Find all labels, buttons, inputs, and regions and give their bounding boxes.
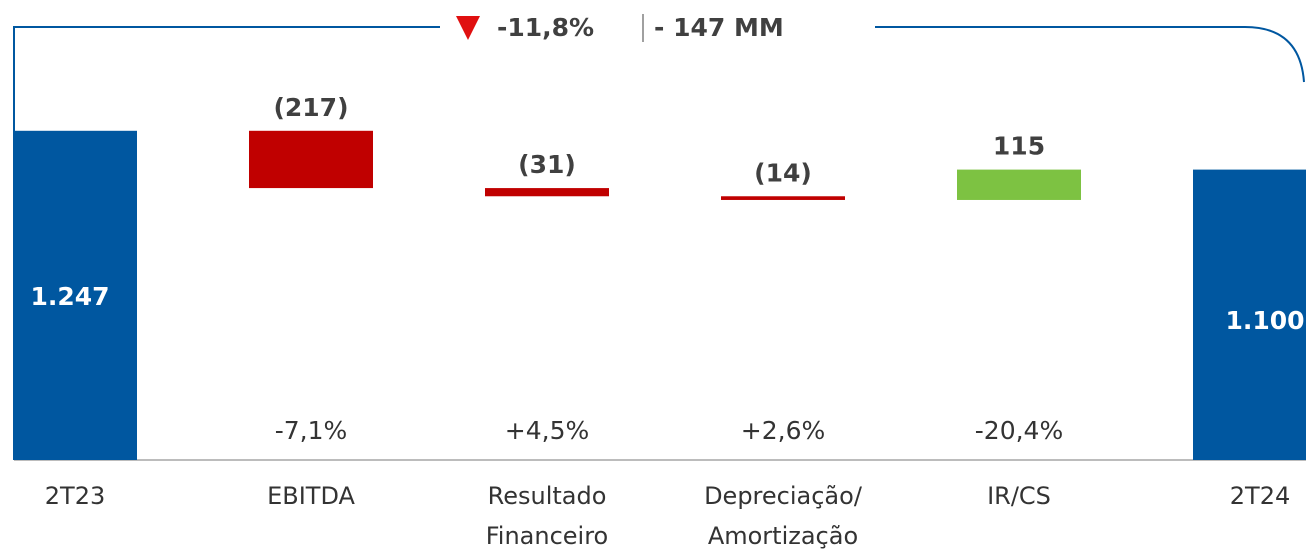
percent-label: -7,1% xyxy=(275,416,348,445)
down-arrow xyxy=(456,16,480,40)
value-label: (14) xyxy=(754,158,812,187)
x-tick-label: Financeiro xyxy=(486,522,609,550)
value-label: 1.100 xyxy=(1225,306,1304,335)
value-label: (217) xyxy=(273,93,348,122)
percent-label: -20,4% xyxy=(975,416,1063,445)
x-tick-label: Depreciação/ xyxy=(704,482,863,510)
x-tick-label: Amortização xyxy=(708,522,858,550)
bar xyxy=(13,130,137,461)
value-label: 1.247 xyxy=(30,282,109,311)
bracket xyxy=(13,26,1305,131)
change-value: - 147 MM xyxy=(654,13,784,42)
bar xyxy=(1193,169,1306,460)
x-tick-label: IR/CS xyxy=(987,482,1051,510)
bar xyxy=(249,130,373,189)
bar xyxy=(485,188,609,197)
x-tick-label: 2T23 xyxy=(45,482,105,510)
value-label: 115 xyxy=(993,132,1045,161)
value-label: (31) xyxy=(518,150,576,179)
percent-label: +4,5% xyxy=(505,416,589,445)
bar xyxy=(721,196,845,200)
x-tick-label: EBITDA xyxy=(267,482,355,510)
bar xyxy=(957,169,1081,200)
x-tick-label: 2T24 xyxy=(1230,482,1290,510)
change-pct: -11,8% xyxy=(497,13,594,42)
x-tick-label: Resultado xyxy=(488,482,607,510)
percent-label: +2,6% xyxy=(741,416,825,445)
